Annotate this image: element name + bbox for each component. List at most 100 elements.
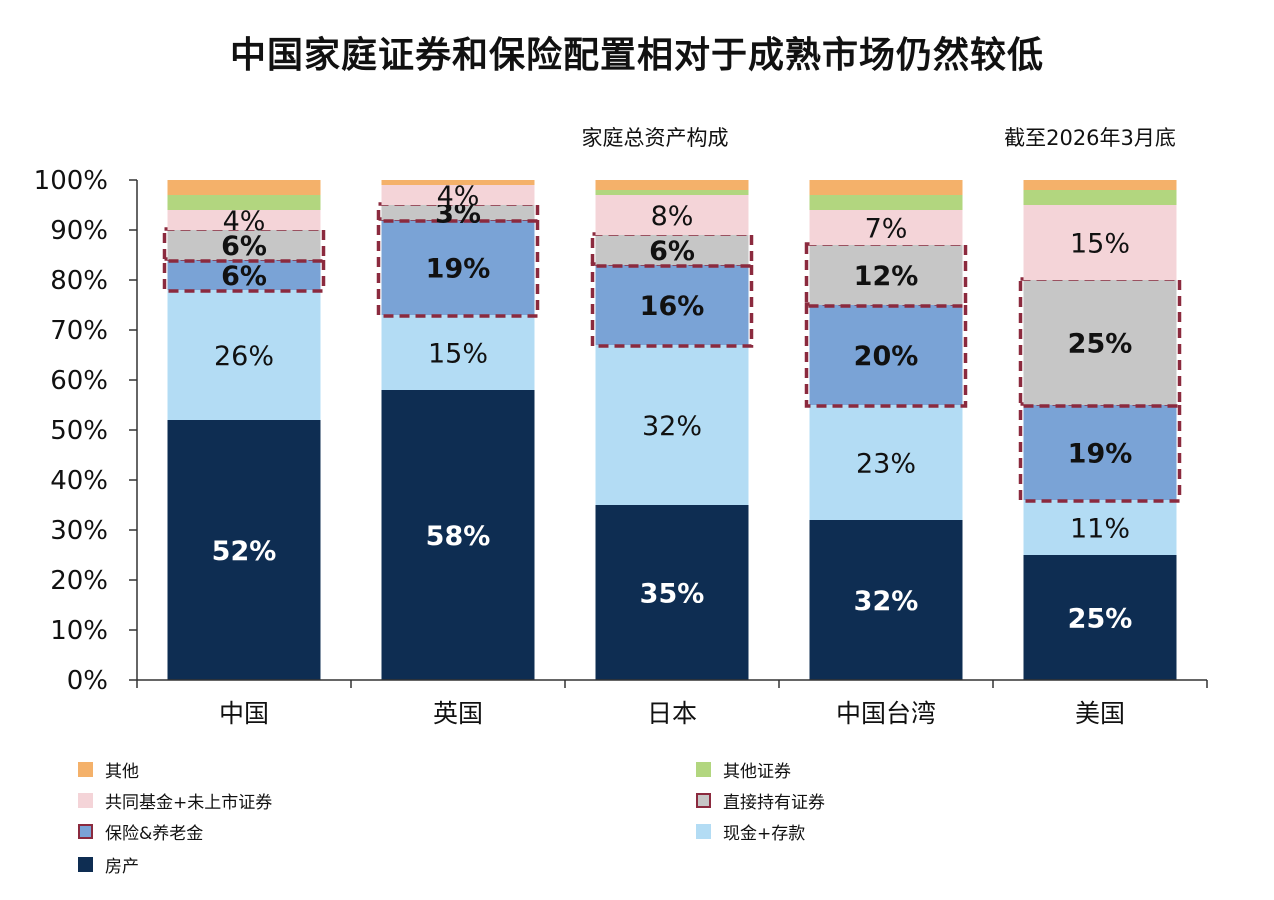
bar-segment-cash (381, 315, 535, 390)
bar-segment-direct (809, 245, 963, 305)
data-label: 35% (640, 579, 705, 610)
highlight-border (804, 302, 968, 408)
data-label: 20% (854, 341, 919, 372)
bar-segment-insurance (1023, 405, 1177, 500)
bar-segment-other (381, 180, 535, 185)
bar-segment-other (809, 180, 963, 195)
legend-item-insurance: 保险&养老金 (78, 819, 203, 844)
y-tick-label: 70% (50, 316, 108, 346)
data-label: 15% (428, 339, 488, 370)
x-tick-label: 中国台湾 (836, 699, 936, 728)
data-label: 6% (221, 261, 267, 292)
data-label: 26% (214, 341, 274, 372)
date-note: 截至2026年3月底 (1004, 126, 1176, 150)
data-label: 6% (649, 236, 695, 267)
bar-segment-cash (809, 405, 963, 520)
legend-label: 直接持有证券 (723, 793, 825, 813)
bar-segment-funds (595, 195, 749, 235)
data-label: 4% (437, 181, 480, 212)
bar-segment-direct (595, 235, 749, 265)
legend-label: 其他证券 (723, 762, 791, 782)
data-label: 23% (856, 449, 916, 480)
bar-segment-property (1023, 555, 1177, 680)
data-label: 7% (865, 214, 908, 245)
chart-subtitle: 家庭总资产构成 (581, 126, 729, 150)
legend-label: 保险&养老金 (105, 824, 204, 844)
legend-swatch (78, 824, 93, 839)
y-tick-label: 80% (50, 266, 108, 296)
legend-item-other: 其他 (78, 757, 139, 782)
bar-segment-other_securities (595, 190, 749, 195)
bar-segment-insurance (809, 305, 963, 405)
data-label: 19% (426, 254, 491, 285)
legend-label: 其他 (105, 762, 139, 782)
legend-item-other_securities: 其他证券 (696, 757, 791, 782)
legend-swatch (78, 762, 93, 777)
highlight-border (376, 202, 540, 223)
data-label: 16% (640, 291, 705, 322)
bar-segment-other_securities (167, 195, 321, 210)
legend-swatch (696, 824, 711, 839)
legend-swatch (696, 793, 711, 808)
legend-label: 现金+存款 (723, 824, 806, 844)
bar-segment-direct (381, 205, 535, 220)
bar-segment-other (1023, 180, 1177, 190)
bar-segment-cash (595, 345, 749, 505)
y-tick-label: 30% (50, 516, 108, 546)
y-tick-label: 40% (50, 466, 108, 496)
legend-label: 共同基金+未上市证券 (105, 793, 273, 813)
data-label: 19% (1068, 439, 1133, 470)
bar-segment-insurance (595, 265, 749, 345)
x-tick-label: 中国 (219, 699, 269, 728)
bar-segment-property (167, 420, 321, 680)
data-label: 32% (642, 411, 702, 442)
x-tick-label: 美国 (1075, 699, 1125, 728)
y-tick-label: 60% (50, 366, 108, 396)
data-label: 8% (651, 201, 694, 232)
legend-item-property: 房产 (78, 852, 139, 877)
bar-segment-property (595, 505, 749, 680)
legend-swatch (78, 857, 93, 872)
bar-segment-other (595, 180, 749, 190)
bar-segment-insurance (167, 260, 321, 290)
y-tick-label: 10% (50, 616, 108, 646)
y-tick-label: 0% (67, 666, 108, 696)
bar-segment-funds (381, 185, 535, 205)
bar-segment-cash (1023, 500, 1177, 555)
data-label: 58% (426, 521, 491, 552)
bar-segment-property (809, 520, 963, 680)
bar-segment-direct (1023, 280, 1177, 405)
x-tick-label: 英国 (433, 699, 483, 728)
legend-item-cash: 现金+存款 (696, 819, 805, 844)
data-label: 11% (1070, 514, 1130, 545)
legend-label: 房产 (105, 857, 139, 877)
bar-segment-other (167, 180, 321, 195)
data-label: 4% (223, 206, 266, 237)
chart-title: 中国家庭证券和保险配置相对于成熟市场仍然较低 (229, 35, 1044, 76)
y-tick-label: 90% (50, 216, 108, 246)
bar-segment-insurance (381, 220, 535, 315)
legend-swatch (78, 793, 93, 808)
y-tick-label: 50% (50, 416, 108, 446)
y-tick-label: 100% (34, 166, 108, 196)
data-label: 32% (854, 586, 919, 617)
data-label: 6% (221, 231, 267, 262)
data-label: 12% (854, 261, 919, 292)
bar-segment-other_securities (1023, 190, 1177, 205)
data-label: 25% (1068, 604, 1133, 635)
data-label: 52% (212, 536, 277, 567)
data-label: 25% (1068, 329, 1133, 360)
legend-item-funds: 共同基金+未上市证券 (78, 788, 272, 813)
legend-item-direct: 直接持有证券 (696, 788, 825, 813)
bar-segment-funds (809, 210, 963, 245)
bar-segment-direct (167, 230, 321, 260)
bar-segment-funds (1023, 205, 1177, 280)
bar-segment-funds (167, 210, 321, 230)
x-tick-label: 日本 (647, 699, 697, 728)
highlight-border (590, 262, 754, 348)
bar-segment-property (381, 390, 535, 680)
bar-segment-cash (167, 290, 321, 420)
y-tick-label: 20% (50, 566, 108, 596)
data-label: 15% (1070, 229, 1130, 260)
